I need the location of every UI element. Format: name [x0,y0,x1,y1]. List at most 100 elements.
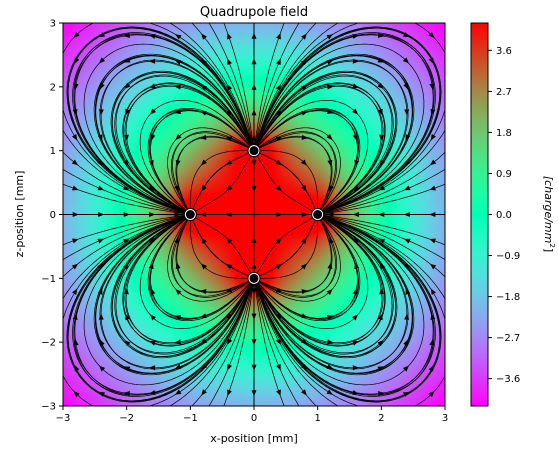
streamline-61 [93,215,253,374]
streamline-arrow [405,288,411,295]
streamline-arrow [71,263,79,270]
streamline-arrow [201,237,207,244]
streamline-arrow [404,185,411,191]
streamline-arrow [201,185,207,192]
streamline-arrow [379,288,385,295]
streamline-arrow [227,58,232,66]
streamline-arrow [122,185,130,191]
streamline-arrow [174,60,182,65]
streamline-221 [255,33,434,214]
streamline-arrow [429,185,436,191]
streamline-arrow [352,108,359,115]
streamline-arrow [327,160,333,167]
streamline-arrow [326,389,333,395]
streamline-arrow [200,85,207,91]
streamline-arrow [225,264,233,270]
streamline-arrow [251,288,257,295]
streamline-arrow [429,263,437,270]
streamline-arrow [227,338,233,345]
streamline-arrow [276,389,281,397]
streamline-132 [254,23,300,146]
colorbar-tick-label: 2.7 [496,87,512,98]
streamline-182 [256,216,385,347]
streamline-95 [191,217,250,277]
streamline-93 [114,215,253,354]
streamline-219 [322,108,445,214]
streamline-arrow [97,238,104,244]
plot-area: −3 −2 −1 0 1 2 3 −3 −2 −1 0 1 2 3 [41,19,448,425]
streamline-158 [258,135,332,210]
streamline-arrow [301,33,307,40]
streamline-arrow [276,32,281,40]
streamline-arrow [301,263,308,270]
streamline-arrow [379,159,386,166]
streamline-119 [254,283,285,406]
streamline-arrow [301,134,308,140]
streamline-arrow [72,185,79,191]
streamline-arrow [329,237,334,244]
streamline-arrow [428,391,435,398]
streamline-arrow [227,389,232,397]
streamline-91 [208,283,254,406]
streamline-163 [255,23,360,146]
colorbar-gradient [471,23,488,406]
streamline-arrow [149,58,156,64]
streamline-arrow [275,237,282,244]
streamline-arrow [276,363,281,371]
streamlines [63,23,445,406]
streamline-arrow [377,313,383,321]
streamline-arrow [200,338,207,344]
streamline-185 [322,215,445,300]
streamline-86 [147,109,251,212]
streamline-arrow [429,339,435,346]
streamline-198 [255,215,413,376]
y-tick-label: 3 [50,19,56,30]
streamline-102 [169,23,253,146]
streamline-arrow [329,185,334,192]
streamline-arrow [71,134,78,141]
streamline-58 [99,60,253,214]
streamline-172 [255,74,393,213]
streamline-arrow [251,160,257,167]
streamline-arrow [200,110,207,116]
streamline-76 [66,215,253,402]
streamline-arrow [226,237,233,244]
streamline-arrow [352,288,358,295]
streamline-arrow [430,134,437,141]
streamline-120 [254,283,300,406]
streamline-arrow [251,32,257,39]
streamline-arrow [227,363,232,371]
y-tick-label: −2 [41,338,56,349]
streamline-arrow [326,134,333,141]
streamline-arrow [301,389,307,396]
streamline-arrow [402,365,409,372]
streamline-arrow [225,159,233,165]
streamline-arrow [404,313,410,320]
charge-core-1 [249,273,259,283]
x-tick-label: 0 [251,413,257,424]
streamline-78 [147,217,251,320]
x-tick-label: 1 [314,413,320,424]
y-axis-ticks: −3 −2 −1 0 1 2 3 [41,19,63,413]
streamline-arrow [275,84,281,91]
streamline-47 [122,216,252,346]
streamline-188 [256,70,397,213]
streamline-arrow [149,365,156,371]
streamline-arrow [174,314,182,320]
streamline-60 [148,283,253,406]
streamline-arrow [200,363,207,370]
colorbar-tick-label: 0.9 [496,169,512,180]
y-tick-label: 0 [50,210,56,221]
streamline-arrow [301,237,307,244]
colorbar-tick-label: −2.7 [496,333,520,344]
streamline-arrow [174,212,181,217]
streamline-200 [322,215,445,261]
streamline-arrow [402,57,409,64]
charge-core-3 [313,210,323,219]
x-axis-label: x-position [mm] [210,432,298,445]
streamline-arrow [73,31,80,38]
streamline-arrow [175,134,182,141]
streamline-arrow [429,238,436,244]
streamline-arrow [301,159,308,166]
streamline-77 [110,216,253,357]
